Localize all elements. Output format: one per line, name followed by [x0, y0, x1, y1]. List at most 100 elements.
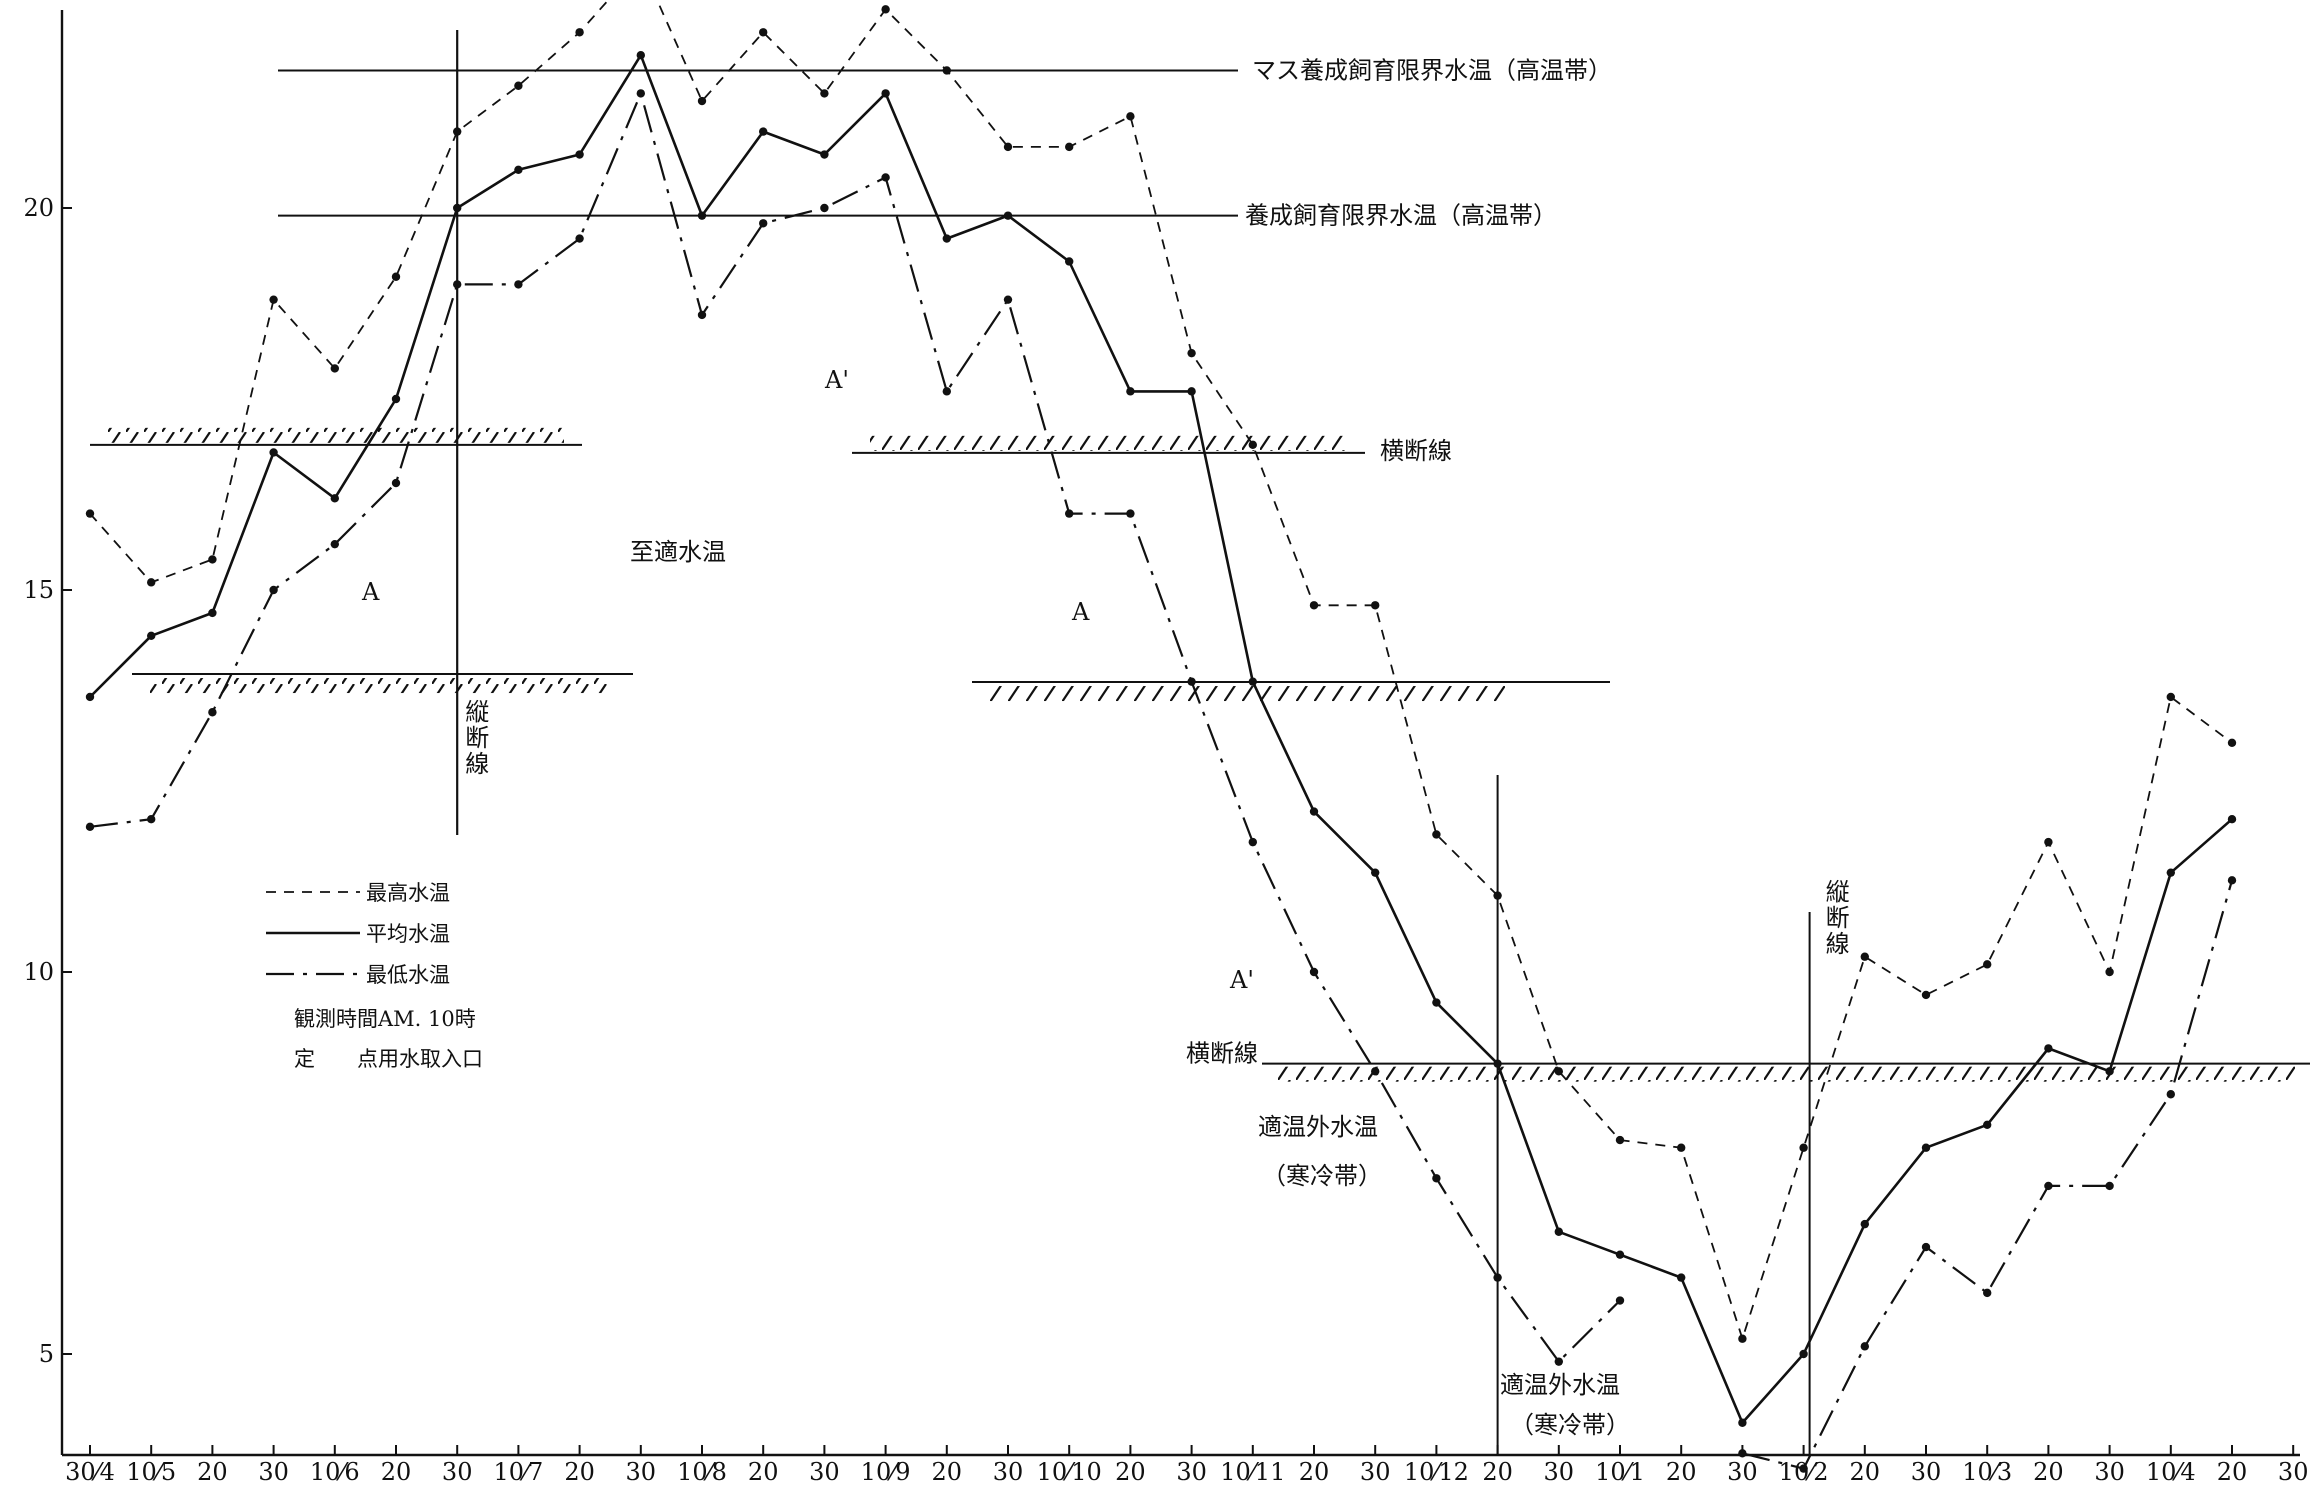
vertical-line-label-2: 縦 — [1826, 878, 1850, 906]
data-point-solid — [820, 150, 829, 159]
data-point-solid — [1248, 677, 1258, 686]
x-tick-label: 30 — [1360, 1458, 1391, 1486]
legend-label: 最低水温 — [366, 963, 450, 987]
region-a-label: A — [1071, 598, 1090, 626]
x-tick-label: 30 — [1911, 1458, 1942, 1486]
data-point-dashdot — [1983, 1288, 1992, 1298]
crossline-mid-right-hatch — [985, 686, 1505, 702]
y-tick-label: 5 — [39, 1340, 54, 1368]
data-point-solid — [1065, 257, 1074, 266]
data-point-solid — [330, 494, 339, 503]
data-point-dashdot — [147, 815, 156, 824]
data-point-dashed — [1248, 440, 1258, 450]
data-point-dashdot — [514, 280, 523, 289]
data-point-dashed — [1003, 142, 1013, 152]
cold-zone-sublabel: （寒冷帯） — [1262, 1162, 1382, 1190]
data-point-solid — [575, 150, 584, 159]
x-tick-label: 10⁄10 — [1037, 1458, 1102, 1486]
data-point-dashed — [2166, 692, 2175, 702]
data-point-solid — [881, 89, 890, 98]
data-point-dashed — [330, 364, 339, 373]
x-tick-label: 10⁄12 — [1404, 1458, 1469, 1486]
x-tick-label: 10⁄2 — [1779, 1458, 1829, 1486]
data-point-solid — [85, 692, 95, 702]
vertical-line-label-2: 断 — [1826, 904, 1850, 932]
data-point-dashdot — [942, 387, 951, 396]
legend-label: 最高水温 — [366, 881, 450, 905]
optimal-temp-label: 至適水温 — [630, 538, 726, 566]
data-point-dashdot — [85, 822, 95, 832]
x-tick-label: 10⁄8 — [677, 1458, 727, 1486]
data-point-dashed — [391, 272, 401, 281]
data-point-dashed — [942, 66, 951, 75]
data-point-dashed — [1921, 990, 1931, 1000]
data-point-dashdot — [1003, 295, 1013, 304]
data-point-solid — [208, 608, 217, 618]
x-tick-label: 10⁄4 — [2146, 1458, 2196, 1486]
crossline-lower-hatch — [1275, 1066, 2295, 1082]
data-point-dashed — [1065, 142, 1074, 152]
data-point-dashed — [453, 127, 462, 136]
data-point-solid — [636, 51, 645, 60]
data-point-solid — [453, 203, 462, 213]
x-tick-label: 10⁄1 — [1595, 1458, 1645, 1486]
data-point-dashdot — [1309, 967, 1319, 977]
data-point-dashed — [1371, 601, 1380, 610]
data-point-dashed — [820, 89, 829, 98]
data-point-dashdot — [1554, 1357, 1564, 1366]
data-point-dashdot — [2227, 876, 2237, 885]
x-tick-label: 20 — [932, 1458, 963, 1486]
crossline-upper-left-hatch — [108, 427, 564, 443]
x-tick-label: 30 — [258, 1458, 289, 1486]
data-point-dashdot — [575, 234, 584, 243]
series-line-dashed — [89, 0, 2233, 1340]
data-point-solid — [1432, 998, 1441, 1007]
series-line-dashdot — [89, 92, 1621, 1363]
data-point-dashed — [2227, 738, 2237, 747]
data-point-solid — [1554, 1227, 1564, 1236]
crossline-upper-right-hatch — [870, 435, 1347, 451]
data-point-dashdot — [697, 310, 707, 320]
x-tick-label: 30 — [1544, 1458, 1575, 1486]
data-point-dashdot — [759, 219, 768, 228]
data-point-solid — [1860, 1219, 1870, 1229]
crossline-label-lower: 横断線 — [1186, 1040, 1258, 1068]
data-point-solid — [1126, 387, 1135, 396]
region-a-label: A — [361, 578, 380, 606]
vertical-line-label-2: 線 — [1826, 930, 1850, 958]
x-tick-label: 30⁄4 — [65, 1458, 115, 1486]
data-point-dashed — [269, 295, 278, 304]
region-a-prime-label: A' — [1229, 966, 1254, 994]
data-point-dashdot — [1432, 1174, 1441, 1183]
data-point-dashdot — [1738, 1449, 1747, 1458]
data-point-dashed — [1860, 952, 1870, 961]
data-point-solid — [1615, 1250, 1625, 1259]
data-point-solid — [1738, 1418, 1747, 1427]
data-point-dashdot — [1065, 509, 1074, 518]
cold-zone-label: 適温外水温 — [1258, 1113, 1378, 1141]
data-point-dashdot — [881, 173, 890, 182]
data-point-dashdot — [1493, 1273, 1502, 1282]
data-point-solid — [2044, 1044, 2053, 1053]
data-point-dashdot — [1921, 1242, 1931, 1252]
x-tick-label: 30 — [442, 1458, 473, 1486]
data-point-dashdot — [2166, 1090, 2175, 1099]
legend-note-time: 観測時間AM. 10時 — [294, 1007, 476, 1031]
data-point-dashdot — [820, 203, 829, 213]
data-point-solid — [697, 211, 707, 220]
crossline-mid-left-hatch — [150, 678, 610, 694]
x-tick-label: 10⁄6 — [310, 1458, 360, 1486]
data-point-dashed — [1738, 1334, 1747, 1343]
legend-label: 平均水温 — [366, 922, 450, 946]
crossline-label-upper: 横断線 — [1380, 437, 1452, 465]
x-tick-label: 20 — [1115, 1458, 1146, 1486]
data-point-solid — [1309, 807, 1319, 816]
x-tick-label: 20 — [2033, 1458, 2064, 1486]
data-point-dashdot — [269, 585, 278, 595]
data-point-dashed — [1126, 112, 1135, 121]
data-point-dashed — [1615, 1135, 1625, 1145]
y-tick-label: 15 — [23, 576, 54, 604]
data-point-dashdot — [1615, 1296, 1625, 1305]
data-point-dashed — [1309, 601, 1319, 610]
data-point-solid — [942, 234, 951, 243]
